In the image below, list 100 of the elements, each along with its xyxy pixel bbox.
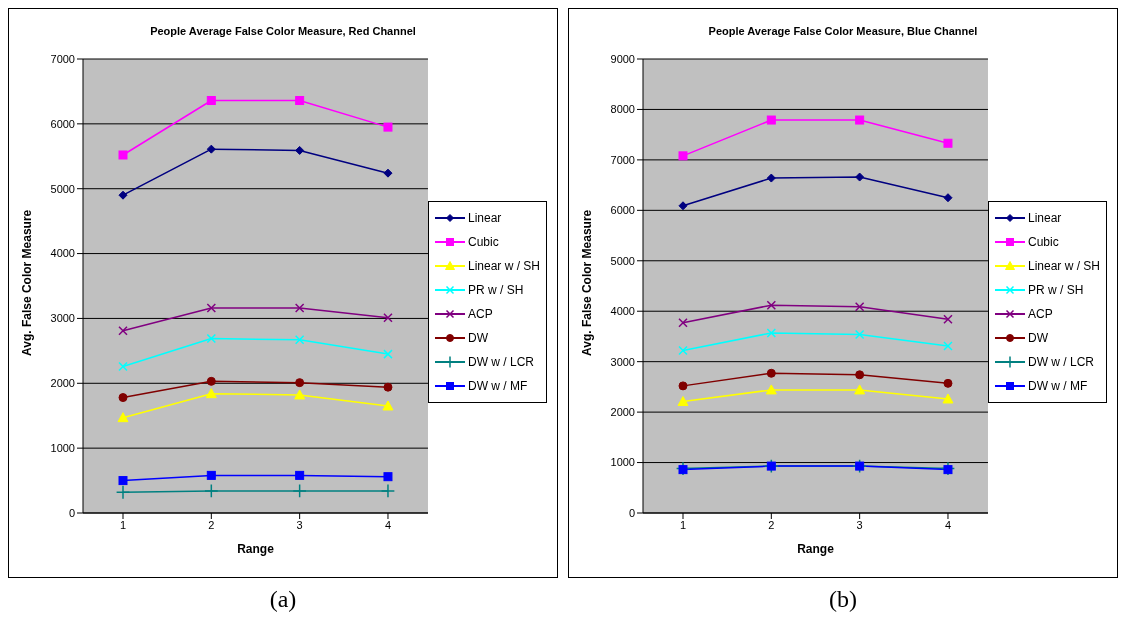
legend-label: Linear w / SH bbox=[1027, 259, 1100, 273]
chart-title: People Average False Color Measure, Red Channel bbox=[149, 25, 417, 37]
y-tick-label: 3000 bbox=[50, 312, 75, 325]
point bbox=[206, 144, 216, 154]
point bbox=[383, 122, 393, 132]
point bbox=[383, 313, 393, 323]
legend-label: DW w / LCR bbox=[467, 355, 534, 369]
point bbox=[678, 318, 688, 328]
point bbox=[855, 172, 865, 182]
y-tick-label: 0 bbox=[68, 506, 75, 519]
point bbox=[206, 333, 217, 344]
legend-label: DW w / MF bbox=[467, 379, 528, 393]
point bbox=[292, 483, 307, 499]
point bbox=[943, 378, 953, 388]
point bbox=[766, 300, 777, 310]
legend-label: Linear bbox=[1027, 211, 1062, 225]
point bbox=[943, 138, 953, 148]
point bbox=[766, 115, 776, 125]
x-tick-label: 4 bbox=[944, 518, 952, 531]
y-tick-label: 2000 bbox=[610, 406, 635, 419]
y-tick-label: 2000 bbox=[50, 377, 75, 390]
y-tick-label: 8000 bbox=[610, 103, 635, 116]
y-tick-label: 5000 bbox=[610, 254, 635, 267]
point bbox=[206, 303, 217, 313]
point bbox=[855, 115, 865, 125]
legend-label: DW bbox=[1027, 331, 1048, 345]
point bbox=[204, 483, 219, 499]
x-tick-label: 1 bbox=[119, 518, 127, 531]
x-tick-label: 2 bbox=[208, 518, 215, 531]
y-tick-label: 7000 bbox=[50, 52, 75, 65]
point bbox=[678, 465, 688, 475]
point bbox=[118, 190, 128, 200]
y-tick-label: 4000 bbox=[50, 247, 75, 260]
point bbox=[118, 393, 128, 403]
y-tick-label: 1000 bbox=[610, 456, 635, 469]
point bbox=[383, 472, 393, 482]
text: (b) bbox=[828, 586, 858, 613]
point bbox=[380, 483, 396, 499]
x-tick-label: 3 bbox=[296, 518, 303, 531]
legend-label: ACP bbox=[467, 307, 493, 321]
y-tick-label: 0 bbox=[628, 506, 635, 519]
y-tick-label: 5000 bbox=[50, 182, 75, 195]
point bbox=[118, 361, 128, 372]
point bbox=[383, 349, 393, 359]
y-tick-label: 6000 bbox=[50, 117, 75, 130]
point bbox=[295, 378, 305, 388]
point bbox=[118, 476, 128, 486]
point bbox=[382, 400, 394, 411]
point bbox=[677, 396, 689, 407]
legend-label: Cubic bbox=[1027, 235, 1059, 249]
legend-label: DW w / MF bbox=[1027, 379, 1088, 393]
point bbox=[854, 301, 865, 312]
point bbox=[206, 376, 216, 386]
legend-label: Linear w / SH bbox=[467, 259, 540, 273]
x-tick-label: 1 bbox=[679, 518, 687, 531]
point bbox=[943, 341, 953, 351]
point bbox=[943, 314, 953, 325]
legend-label: ACP bbox=[1027, 307, 1053, 321]
y-axis-title: Avg. False Color Measure bbox=[580, 209, 595, 356]
x-tick-label: 2 bbox=[768, 518, 775, 531]
point bbox=[943, 465, 953, 475]
point bbox=[118, 150, 128, 160]
x-tick-label: 3 bbox=[856, 518, 863, 531]
point bbox=[678, 201, 688, 211]
point bbox=[205, 388, 217, 399]
point bbox=[678, 381, 688, 391]
y-tick-label: 9000 bbox=[610, 52, 635, 65]
point bbox=[383, 382, 393, 392]
point bbox=[766, 328, 777, 338]
point bbox=[765, 384, 777, 395]
legend-label: PR w / SH bbox=[467, 283, 524, 297]
point bbox=[854, 329, 865, 340]
y-axis-title: Avg. False Color Measure bbox=[20, 209, 35, 356]
point bbox=[766, 368, 776, 378]
point bbox=[943, 193, 953, 203]
point bbox=[206, 96, 216, 106]
point bbox=[294, 389, 306, 400]
x-axis-title: Range bbox=[797, 542, 835, 556]
point bbox=[118, 326, 128, 336]
y-tick-label: 4000 bbox=[610, 305, 635, 318]
legend-label: DW w / LCR bbox=[1027, 355, 1094, 369]
point bbox=[766, 173, 776, 183]
point bbox=[294, 335, 305, 345]
point bbox=[942, 393, 954, 404]
x-axis-title: Range bbox=[237, 542, 275, 556]
point bbox=[206, 470, 216, 480]
x-tick-label: 4 bbox=[384, 518, 392, 531]
point bbox=[294, 303, 305, 313]
y-tick-label: 1000 bbox=[50, 442, 75, 455]
point bbox=[854, 384, 866, 395]
y-tick-label: 6000 bbox=[610, 204, 635, 217]
point bbox=[115, 485, 131, 500]
point bbox=[295, 470, 305, 480]
y-tick-label: 7000 bbox=[610, 153, 635, 166]
chart-title: People Average False Color Measure, Blue Channel bbox=[707, 25, 979, 37]
point bbox=[117, 412, 129, 423]
point bbox=[295, 145, 305, 155]
point bbox=[295, 96, 305, 106]
text: (a) bbox=[268, 586, 298, 613]
legend-label: Linear bbox=[467, 211, 502, 225]
